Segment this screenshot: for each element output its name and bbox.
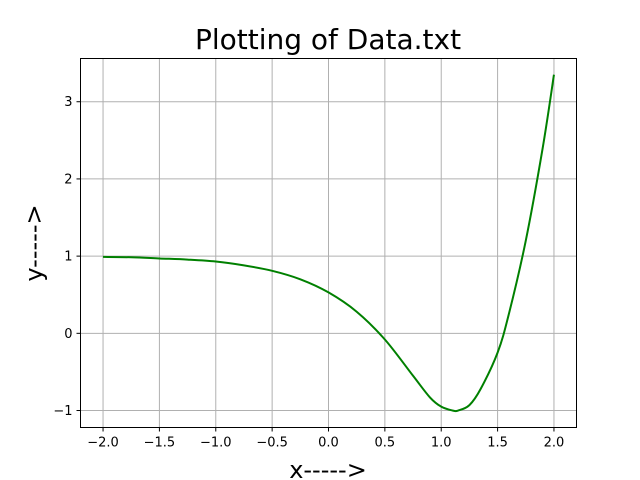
y-tick-label: 0 [64, 327, 72, 342]
y-tick-label: 1 [64, 250, 72, 265]
x-tick-label: 1.5 [487, 436, 508, 451]
y-tick-label: 2 [64, 172, 72, 187]
y-tick-label: −1 [53, 404, 72, 419]
x-tick-label: −1.0 [200, 436, 232, 451]
chart-title: Plotting of Data.txt [195, 23, 461, 56]
x-tick-label: −0.5 [256, 436, 288, 451]
series-line [103, 74, 555, 413]
x-tick-label: 0.5 [375, 436, 396, 451]
ticks-layer: −2.0 −1.5 −1.0 −0.5 0.0 0.5 1.0 1.5 2.0 −1 0 1 2 3 [53, 95, 564, 450]
x-axis-label: x-----> [289, 456, 367, 480]
x-tick-label: 0.0 [318, 436, 339, 451]
x-tick-label: 2.0 [544, 436, 565, 451]
y-axis-label: y-----> [20, 204, 48, 281]
x-tick-label: −1.5 [144, 436, 176, 451]
x-tick-label: −2.0 [87, 436, 119, 451]
grid-layer [80, 58, 577, 428]
x-tick-label: 1.0 [431, 436, 452, 451]
y-tick-label: 3 [64, 95, 72, 110]
